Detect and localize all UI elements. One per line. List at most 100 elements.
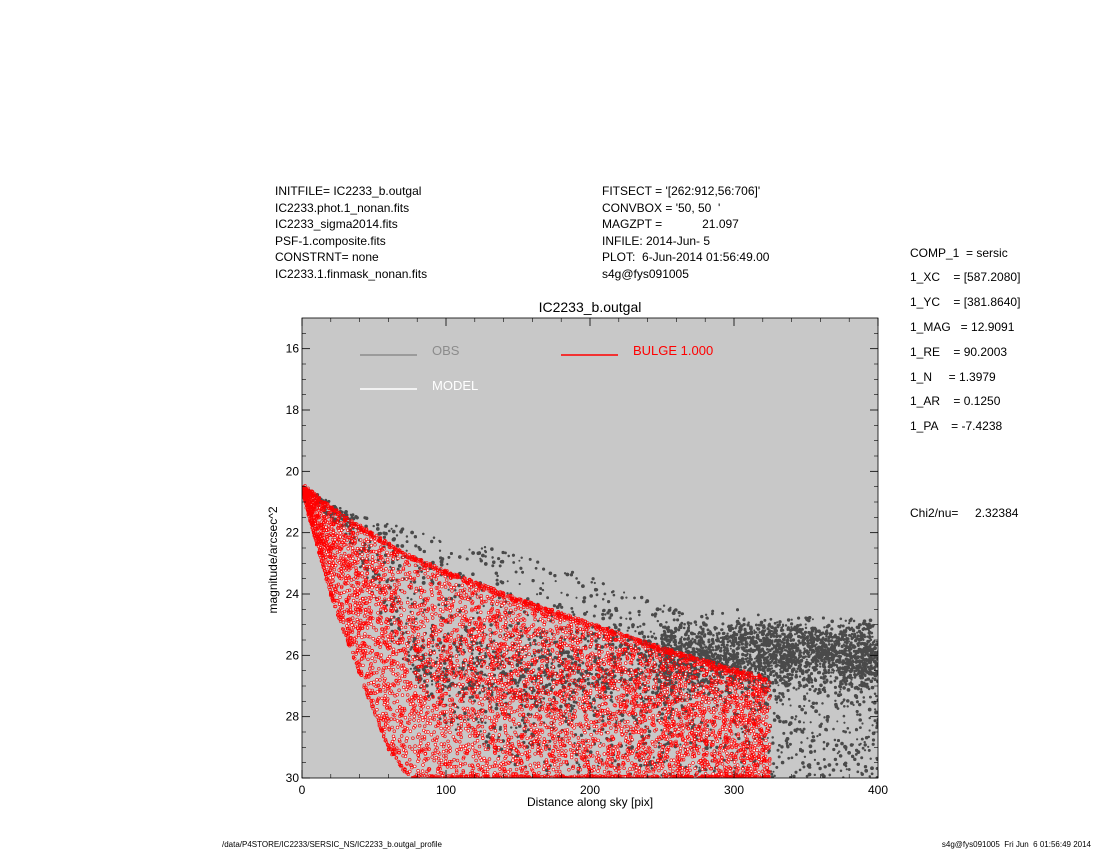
obs-point	[539, 587, 543, 590]
obs-point	[457, 583, 461, 588]
obs-point	[770, 625, 774, 629]
obs-point	[543, 674, 546, 677]
obs-point	[391, 529, 396, 534]
obs-point	[625, 596, 628, 599]
obs-point	[821, 702, 824, 705]
obs-point	[533, 654, 537, 657]
obs-point	[550, 662, 554, 665]
obs-point	[478, 652, 481, 656]
obs-point	[828, 773, 832, 777]
obs-point	[858, 743, 861, 746]
obs-point	[782, 695, 785, 699]
obs-point	[349, 513, 352, 516]
obs-point	[823, 765, 827, 769]
obs-point	[386, 522, 389, 526]
obs-point	[838, 754, 843, 758]
obs-point	[512, 561, 516, 564]
obs-point	[432, 536, 436, 539]
obs-point	[718, 649, 723, 653]
obs-point	[526, 728, 530, 732]
obs-point	[674, 608, 678, 612]
obs-point	[794, 715, 798, 718]
obs-point	[651, 613, 654, 617]
obs-point	[721, 622, 725, 626]
obs-point	[840, 702, 843, 705]
obs-point	[638, 613, 641, 617]
obs-point	[661, 712, 664, 716]
obs-point	[766, 737, 769, 739]
obs-point	[803, 755, 807, 758]
obs-point	[495, 578, 499, 582]
header-left-line: INITFILE= IC2233_b.outgal	[275, 184, 422, 198]
obs-point	[798, 720, 802, 724]
obs-point	[422, 611, 425, 614]
obs-point	[776, 748, 780, 752]
obs-point	[790, 716, 794, 720]
obs-point	[873, 692, 877, 695]
obs-point	[823, 716, 826, 719]
obs-point	[870, 772, 874, 776]
obs-point	[626, 629, 629, 632]
obs-point	[556, 605, 560, 609]
obs-point	[819, 662, 822, 665]
obs-point	[827, 668, 831, 672]
obs-point	[372, 524, 375, 528]
obs-point	[752, 701, 756, 704]
obs-point	[593, 657, 597, 661]
obs-point	[596, 764, 599, 767]
obs-point	[570, 607, 574, 610]
obs-point	[755, 623, 758, 627]
obs-point	[595, 593, 599, 597]
obs-point	[405, 540, 409, 543]
obs-point	[438, 540, 442, 543]
obs-point	[722, 631, 726, 635]
obs-point	[419, 674, 422, 677]
obs-point	[774, 672, 779, 676]
obs-point	[834, 676, 839, 680]
obs-point	[827, 643, 831, 646]
obs-point	[492, 673, 497, 677]
obs-point	[818, 733, 822, 736]
obs-point	[808, 665, 811, 668]
obs-point	[765, 634, 768, 637]
obs-point	[795, 727, 799, 731]
obs-point	[702, 691, 706, 695]
obs-point	[794, 718, 797, 721]
obs-point	[848, 731, 851, 734]
obs-point	[410, 646, 414, 649]
obs-point	[709, 728, 712, 731]
obs-point	[743, 666, 746, 670]
obs-point	[839, 693, 843, 697]
obs-point	[595, 588, 599, 592]
obs-point	[499, 580, 503, 584]
params-list: COMP_1 = sersic 1_XC = [587.2080] 1_YC = […	[910, 241, 1020, 439]
obs-point	[786, 689, 790, 692]
obs-point	[437, 603, 441, 606]
obs-point	[458, 555, 462, 559]
obs-point	[518, 559, 521, 562]
obs-point	[862, 700, 866, 704]
obs-point	[798, 705, 802, 708]
obs-point	[858, 684, 861, 687]
header-left-line: IC2233.phot.1_nonan.fits	[275, 200, 410, 215]
obs-point	[575, 652, 580, 657]
obs-point	[575, 596, 578, 599]
obs-point	[559, 651, 562, 654]
obs-point	[721, 675, 725, 679]
obs-point	[496, 574, 499, 578]
obs-point	[365, 516, 369, 521]
obs-point	[582, 599, 586, 604]
obs-point	[390, 527, 393, 530]
obs-point	[848, 633, 851, 637]
obs-point	[708, 734, 711, 737]
obs-point	[830, 627, 834, 631]
obs-point	[840, 741, 844, 746]
obs-point	[861, 746, 865, 750]
obs-point	[522, 610, 527, 614]
obs-point	[628, 611, 632, 615]
obs-point	[681, 612, 684, 615]
obs-point	[622, 718, 625, 721]
obs-point	[465, 557, 469, 561]
obs-point	[506, 592, 509, 595]
obs-point	[519, 629, 523, 633]
